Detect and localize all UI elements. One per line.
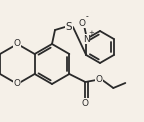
Text: O: O (14, 40, 21, 49)
Text: O: O (96, 76, 103, 85)
Text: +: + (88, 30, 94, 36)
Text: S: S (66, 22, 72, 32)
Text: -: - (86, 12, 89, 21)
Text: O: O (82, 98, 89, 107)
Text: O: O (14, 80, 21, 88)
Text: O: O (79, 19, 86, 27)
Text: N: N (83, 35, 90, 44)
